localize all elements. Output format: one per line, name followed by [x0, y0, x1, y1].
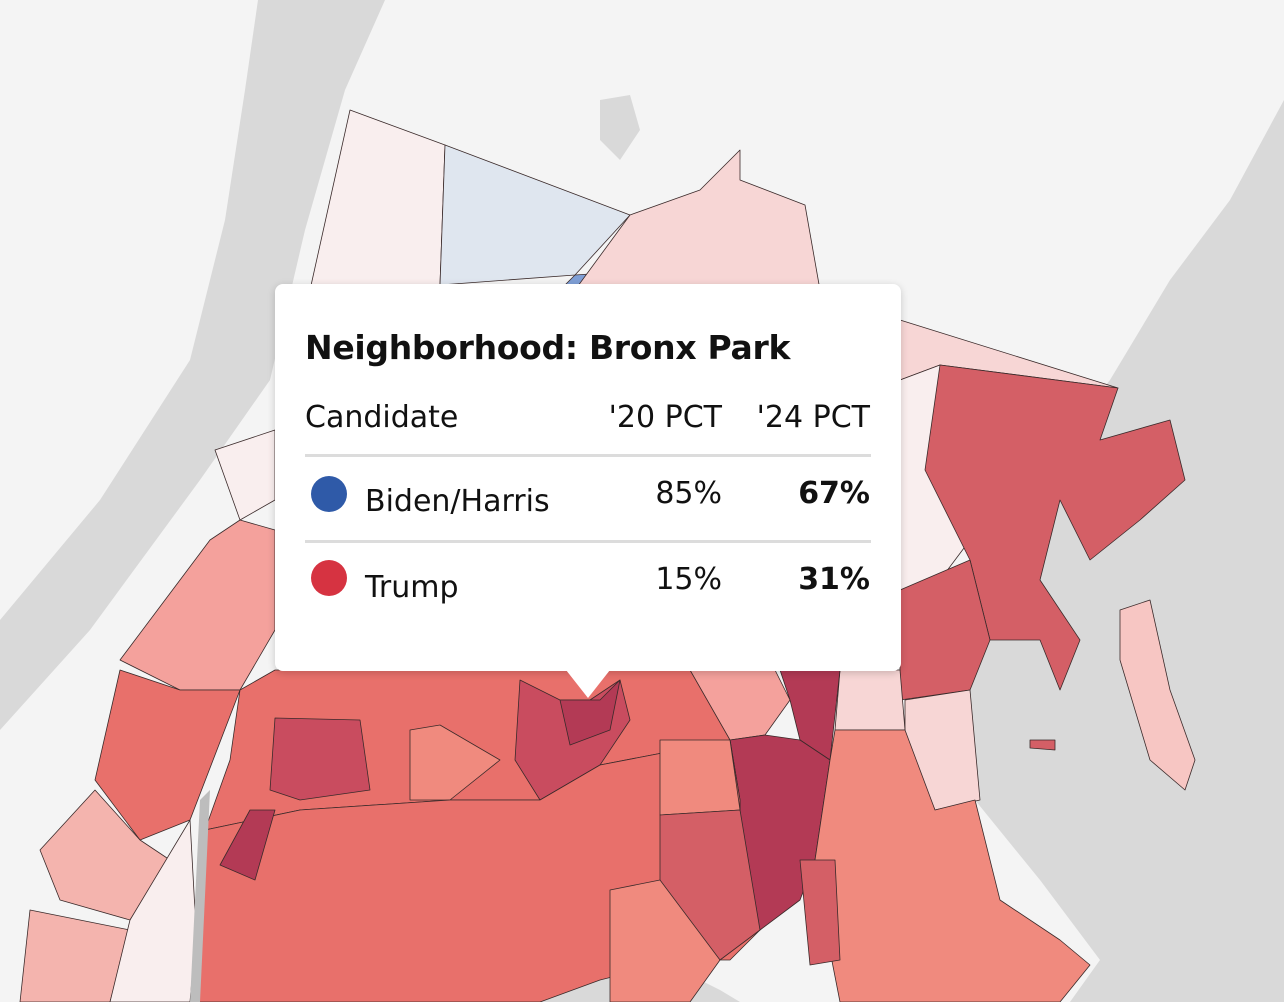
tooltip-title: Neighborhood: Bronx Park — [305, 328, 791, 367]
neighborhood — [1119, 599, 1196, 791]
neighborhood — [409, 724, 501, 801]
divider — [305, 454, 871, 457]
neighborhood — [609, 879, 721, 1002]
pct-2024: 31% — [798, 562, 870, 597]
column-header: '24 PCT — [756, 400, 870, 435]
neighborhood — [19, 909, 131, 1002]
neighborhood — [659, 739, 741, 816]
column-header: '20 PCT — [608, 400, 722, 435]
neighborhood — [1029, 739, 1056, 751]
reservoir — [600, 95, 640, 160]
neighborhood — [799, 859, 841, 966]
neighborhood — [834, 669, 906, 731]
hudson-river — [0, 0, 385, 730]
neighborhoods — [19, 109, 1196, 1002]
neighborhood — [219, 809, 276, 881]
road — [190, 790, 210, 1002]
candidate-name: Trump — [365, 570, 459, 605]
tooltip: Neighborhood: Bronx Park Candidate '20 P… — [275, 284, 901, 671]
neighborhood — [109, 819, 201, 1002]
pct-2020: 85% — [655, 476, 722, 511]
legend-dot — [311, 560, 347, 596]
pct-2020: 15% — [655, 562, 722, 597]
legend-dot — [311, 476, 347, 512]
divider — [305, 540, 871, 543]
pct-2024: 67% — [798, 476, 870, 511]
candidate-name: Biden/Harris — [365, 484, 550, 519]
sound — [960, 100, 1284, 1002]
column-header: Candidate — [305, 400, 459, 435]
neighborhood — [269, 717, 371, 801]
